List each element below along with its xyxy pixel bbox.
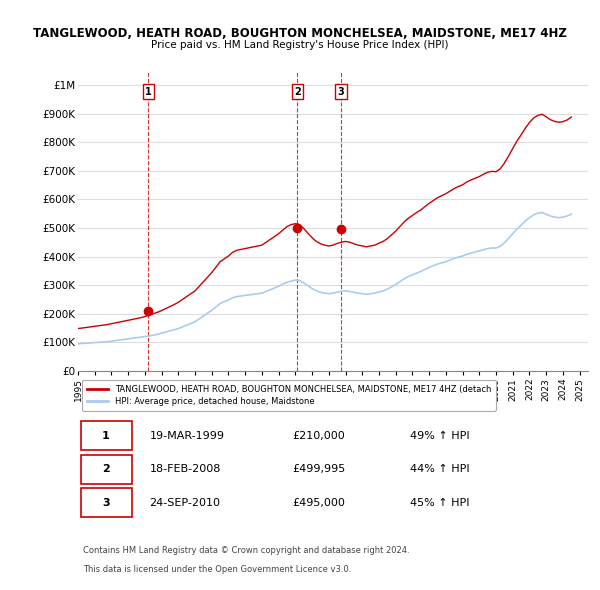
Text: 24-SEP-2010: 24-SEP-2010 xyxy=(149,498,220,508)
FancyBboxPatch shape xyxy=(80,455,131,484)
Text: £210,000: £210,000 xyxy=(292,431,345,441)
Text: £495,000: £495,000 xyxy=(292,498,345,508)
Text: 49% ↑ HPI: 49% ↑ HPI xyxy=(409,431,469,441)
Text: 44% ↑ HPI: 44% ↑ HPI xyxy=(409,464,469,474)
Text: Contains HM Land Registry data © Crown copyright and database right 2024.: Contains HM Land Registry data © Crown c… xyxy=(83,546,410,555)
Text: 3: 3 xyxy=(102,498,110,508)
FancyBboxPatch shape xyxy=(80,421,131,450)
Legend: TANGLEWOOD, HEATH ROAD, BOUGHTON MONCHELSEA, MAIDSTONE, ME17 4HZ (detach, HPI: A: TANGLEWOOD, HEATH ROAD, BOUGHTON MONCHEL… xyxy=(82,380,496,411)
Text: 18-FEB-2008: 18-FEB-2008 xyxy=(149,464,221,474)
Text: 2: 2 xyxy=(102,464,110,474)
FancyBboxPatch shape xyxy=(80,489,131,517)
Text: 1: 1 xyxy=(102,431,110,441)
Text: 3: 3 xyxy=(338,87,344,97)
Text: 45% ↑ HPI: 45% ↑ HPI xyxy=(409,498,469,508)
Text: Price paid vs. HM Land Registry's House Price Index (HPI): Price paid vs. HM Land Registry's House … xyxy=(151,40,449,50)
Text: TANGLEWOOD, HEATH ROAD, BOUGHTON MONCHELSEA, MAIDSTONE, ME17 4HZ: TANGLEWOOD, HEATH ROAD, BOUGHTON MONCHEL… xyxy=(33,27,567,40)
Text: 2: 2 xyxy=(294,87,301,97)
Text: This data is licensed under the Open Government Licence v3.0.: This data is licensed under the Open Gov… xyxy=(83,565,352,574)
Text: 19-MAR-1999: 19-MAR-1999 xyxy=(149,431,224,441)
Text: 1: 1 xyxy=(145,87,152,97)
Text: £499,995: £499,995 xyxy=(292,464,346,474)
